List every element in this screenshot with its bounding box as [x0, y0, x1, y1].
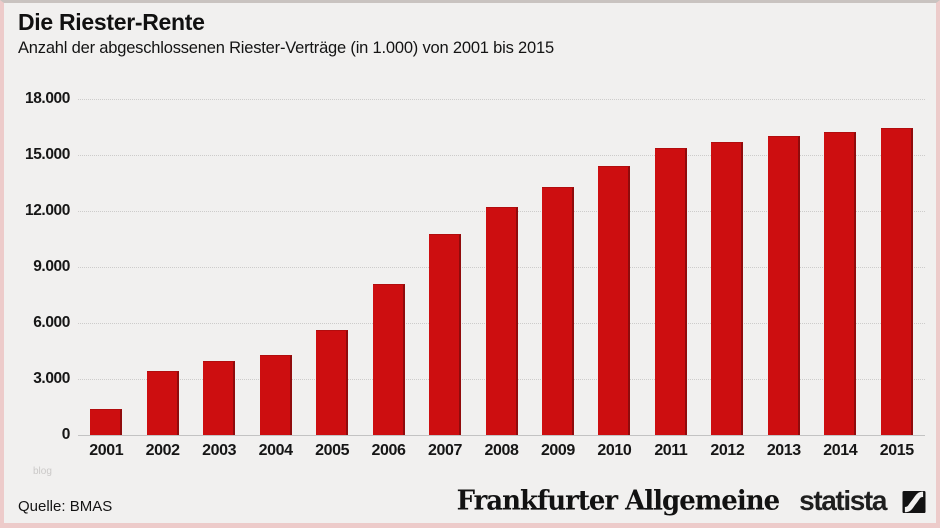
x-tick-label-2001: 2001 [89, 442, 124, 459]
y-tick-label-18000: 18.000 [24, 90, 70, 107]
x-tick-label-2012: 2012 [710, 442, 745, 459]
bar-2010 [598, 166, 631, 435]
x-tick-label-2004: 2004 [258, 442, 293, 459]
y-tick-label-0: 0 [61, 426, 71, 443]
page-title: Die Riester-Rente [18, 9, 205, 35]
bar-2013 [767, 136, 800, 435]
x-tick-label-2005: 2005 [315, 442, 350, 459]
watermark-text: blog [33, 466, 52, 477]
bar-2002 [146, 370, 179, 435]
x-tick-label-2002: 2002 [145, 442, 180, 459]
gridline-18000 [78, 99, 925, 100]
bar-2003 [203, 361, 236, 435]
chart: 18.000 15.000 12.000 9.000 6.000 3.000 0 2001 20… [4, 90, 936, 471]
bar-2007 [429, 234, 462, 435]
bar-2012 [711, 141, 744, 435]
statista-wordmark: statista [799, 485, 887, 516]
bar-2014 [824, 131, 857, 435]
gridline-15000 [78, 155, 925, 156]
x-tick-label-2014: 2014 [823, 442, 858, 459]
frankfurter-allgemeine-logo: Frankfurter Allgemeine [456, 485, 781, 517]
source-label: Quelle: BMAS [18, 498, 113, 515]
y-tick-label-6000: 6.000 [33, 314, 70, 331]
y-tick-label-15000: 15.000 [24, 146, 70, 163]
bar-2006 [372, 283, 405, 435]
y-tick-label-9000: 9.000 [33, 258, 70, 275]
x-tick-label-2003: 2003 [202, 442, 237, 459]
x-tick-label-2010: 2010 [597, 442, 632, 459]
x-tick-label-2013: 2013 [766, 442, 801, 459]
bar-2004 [259, 354, 292, 435]
bar-2005 [316, 329, 349, 435]
chart-subtitle: Anzahl der abgeschlossenen Riester-Vertr… [18, 39, 554, 57]
statista-logo-icon [902, 490, 926, 513]
y-tick-label-12000: 12.000 [24, 202, 70, 219]
plot-area [78, 99, 925, 436]
x-tick-label-2008: 2008 [484, 442, 519, 459]
bar-2001 [90, 408, 123, 435]
x-tick-label-2011: 2011 [654, 442, 688, 459]
x-tick-label-2007: 2007 [428, 442, 463, 459]
x-tick-label-2006: 2006 [371, 442, 406, 459]
bar-2011 [654, 147, 687, 435]
footer-brands: Frankfurter Allgemeine statista [457, 483, 926, 519]
bar-2008 [485, 207, 518, 435]
y-tick-label-3000: 3.000 [33, 370, 70, 387]
x-tick-label-2015: 2015 [879, 442, 914, 459]
bar-2015 [880, 127, 913, 435]
x-tick-label-2009: 2009 [540, 442, 575, 459]
bar-2009 [541, 186, 574, 435]
